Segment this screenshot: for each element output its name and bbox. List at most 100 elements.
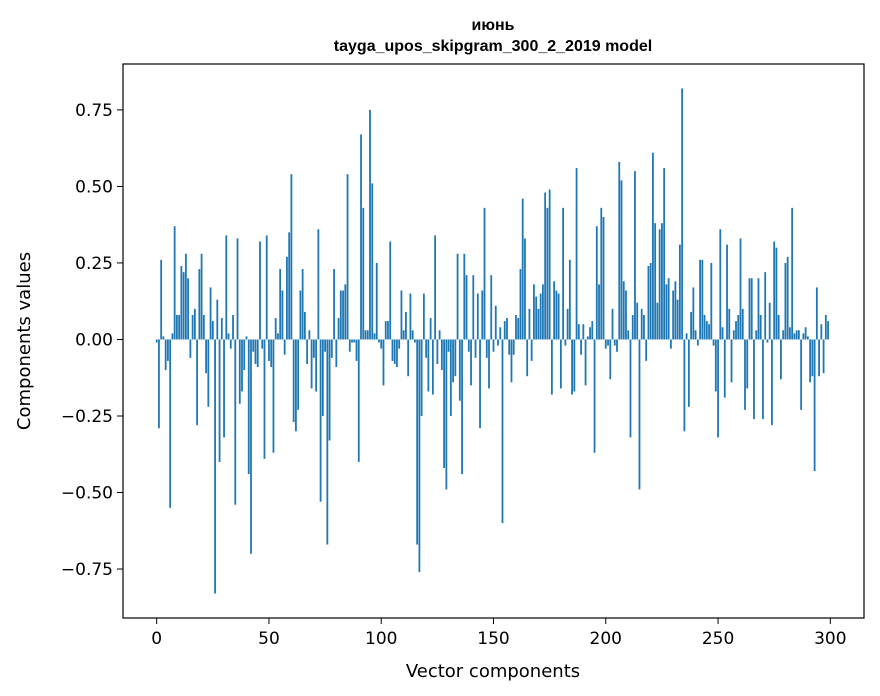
bar-198 bbox=[600, 207, 603, 340]
bar-156 bbox=[506, 318, 508, 340]
bar-154 bbox=[501, 339, 504, 524]
bar-153 bbox=[499, 327, 502, 340]
bar-70 bbox=[312, 339, 315, 358]
bar-163 bbox=[521, 198, 524, 340]
bar-46 bbox=[259, 241, 261, 340]
bar-188 bbox=[577, 324, 580, 340]
bar-69 bbox=[310, 339, 313, 389]
bar-9 bbox=[175, 314, 178, 340]
bar-84 bbox=[344, 284, 347, 340]
bar-262 bbox=[744, 339, 746, 410]
bar-20 bbox=[200, 253, 203, 340]
bar-252 bbox=[721, 327, 724, 340]
bar-17 bbox=[193, 308, 196, 340]
bar-205 bbox=[616, 339, 618, 352]
bar-244 bbox=[703, 314, 706, 340]
bar-5 bbox=[167, 339, 169, 361]
bar-298 bbox=[824, 314, 827, 340]
bar-122 bbox=[429, 318, 432, 340]
bar-10 bbox=[178, 314, 181, 340]
bar-155 bbox=[503, 321, 506, 340]
bar-229 bbox=[669, 339, 672, 349]
bar-180 bbox=[559, 339, 562, 389]
bar-213 bbox=[634, 171, 636, 340]
bar-287 bbox=[800, 339, 803, 410]
bar-71 bbox=[315, 339, 318, 392]
bar-90 bbox=[357, 339, 360, 462]
bar-221 bbox=[652, 152, 654, 340]
bar-235 bbox=[683, 339, 686, 432]
bar-158 bbox=[510, 339, 513, 383]
bar-63 bbox=[297, 339, 300, 410]
bar-191 bbox=[584, 339, 587, 386]
x-tick-label: 250 bbox=[702, 629, 734, 649]
bar-133 bbox=[454, 339, 457, 377]
bar-245 bbox=[705, 321, 708, 340]
bar-216 bbox=[640, 308, 643, 340]
bar-217 bbox=[643, 314, 645, 340]
bar-291 bbox=[809, 339, 812, 383]
bar-220 bbox=[649, 262, 652, 340]
bar-131 bbox=[449, 339, 452, 416]
bar-145 bbox=[481, 290, 484, 340]
bar-61 bbox=[292, 339, 295, 423]
x-tick-label: 150 bbox=[477, 629, 509, 649]
bar-260 bbox=[739, 238, 742, 340]
bar-6 bbox=[169, 339, 172, 508]
bar-111 bbox=[405, 311, 407, 340]
bar-119 bbox=[422, 293, 425, 340]
bar-26 bbox=[214, 339, 216, 594]
bar-87 bbox=[351, 339, 353, 343]
bar-4 bbox=[164, 339, 167, 371]
bar-228 bbox=[667, 278, 670, 340]
chart-title: июнь bbox=[472, 17, 515, 34]
bar-256 bbox=[730, 339, 733, 383]
y-tick-label: 0.50 bbox=[75, 177, 113, 197]
bar-275 bbox=[773, 241, 776, 340]
bar-195 bbox=[593, 339, 596, 453]
bar-268 bbox=[757, 278, 760, 340]
bar-108 bbox=[398, 339, 401, 349]
bar-261 bbox=[741, 308, 744, 340]
bar-68 bbox=[308, 330, 311, 340]
bar-113 bbox=[409, 293, 412, 340]
bar-173 bbox=[544, 192, 547, 340]
bar-53 bbox=[274, 318, 277, 340]
bar-183 bbox=[566, 308, 569, 340]
bar-285 bbox=[795, 330, 798, 340]
bar-267 bbox=[755, 330, 758, 340]
bar-104 bbox=[389, 241, 392, 340]
bar-264 bbox=[748, 278, 751, 340]
bar-66 bbox=[303, 311, 306, 340]
bar-8 bbox=[173, 226, 176, 340]
bar-16 bbox=[191, 314, 194, 340]
bar-164 bbox=[524, 238, 526, 340]
bar-193 bbox=[589, 327, 591, 340]
bar-273 bbox=[768, 302, 771, 340]
bar-72 bbox=[317, 229, 320, 340]
bar-18 bbox=[196, 339, 198, 426]
bar-115 bbox=[414, 339, 416, 343]
bar-37 bbox=[238, 339, 241, 404]
bar-192 bbox=[586, 336, 589, 340]
bar-42 bbox=[250, 339, 252, 554]
bar-234 bbox=[681, 88, 684, 340]
bar-50 bbox=[268, 339, 270, 361]
bars-group bbox=[155, 88, 829, 594]
bar-141 bbox=[472, 275, 475, 340]
bar-88 bbox=[353, 339, 356, 343]
bar-214 bbox=[636, 302, 639, 340]
plot-frame bbox=[122, 63, 865, 619]
bar-51 bbox=[270, 339, 273, 368]
bar-110 bbox=[402, 330, 405, 340]
bar-250 bbox=[717, 339, 719, 438]
bar-120 bbox=[425, 339, 428, 358]
bar-19 bbox=[198, 269, 201, 340]
bar-207 bbox=[620, 180, 623, 340]
bar-219 bbox=[647, 266, 650, 340]
bar-45 bbox=[256, 339, 259, 368]
bar-263 bbox=[746, 339, 749, 389]
x-tick-label: 0 bbox=[151, 629, 162, 649]
bar-34 bbox=[232, 314, 234, 340]
bar-114 bbox=[411, 330, 414, 340]
